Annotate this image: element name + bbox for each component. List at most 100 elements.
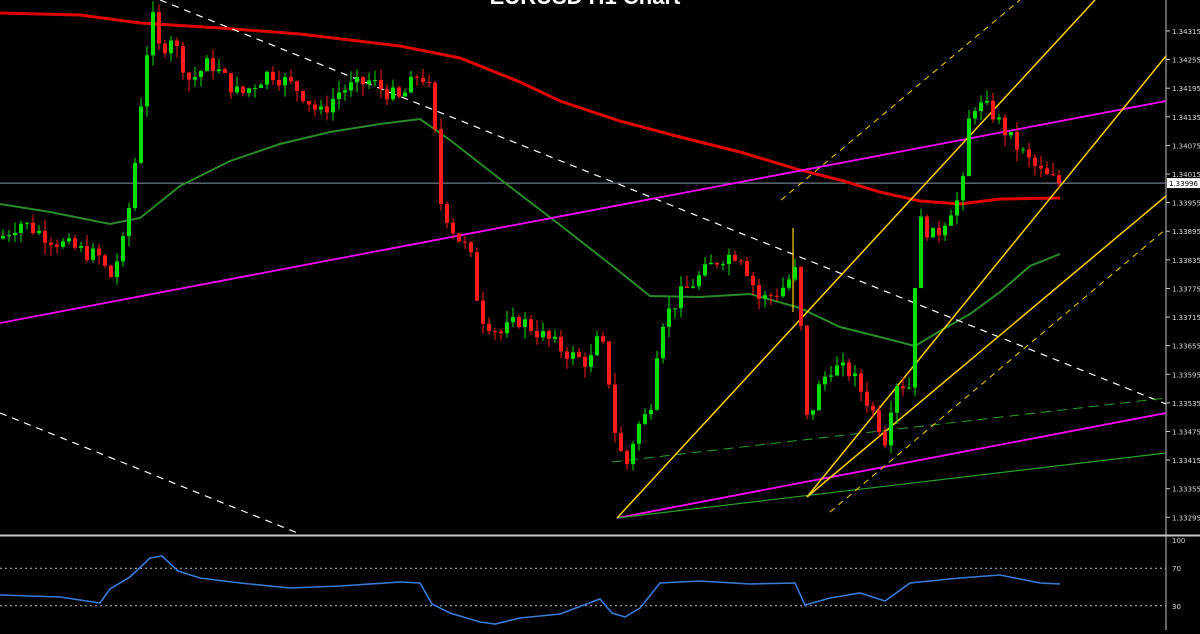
candle-body <box>817 384 821 411</box>
candle-body <box>727 254 731 265</box>
candle-body <box>253 87 257 89</box>
candle-body <box>535 331 539 338</box>
candle-body <box>49 242 53 245</box>
candle-body <box>823 376 827 385</box>
candle-body <box>235 86 239 93</box>
candle-body <box>1 236 5 239</box>
candle-body <box>343 90 347 93</box>
candle-body <box>109 265 113 278</box>
candle-body <box>787 279 791 288</box>
candle-body <box>595 336 599 356</box>
candle-body <box>1003 117 1007 136</box>
candle-body <box>391 87 395 100</box>
candle-body <box>97 248 101 256</box>
candle-body <box>523 319 527 328</box>
candle-body <box>397 87 401 97</box>
candle-body <box>283 77 287 86</box>
candle-body <box>127 207 131 237</box>
candle-body <box>481 300 485 324</box>
candle-body <box>163 43 167 54</box>
candle-body <box>853 373 857 377</box>
candle-body <box>139 106 143 163</box>
candle-body <box>451 222 455 234</box>
candle-body <box>19 223 23 233</box>
candle-body <box>517 317 521 328</box>
fan-line-upper <box>0 100 1167 324</box>
candle-body <box>913 288 917 388</box>
candle-body <box>415 76 419 78</box>
price-tick-label: 1.34015 <box>1172 171 1200 179</box>
candle-body <box>349 82 353 91</box>
candle-body <box>601 336 605 342</box>
candle-body <box>649 409 653 415</box>
candle-body <box>355 77 359 83</box>
candle-body <box>757 285 761 299</box>
candle-body <box>259 84 263 88</box>
candle-body <box>421 77 425 82</box>
candle-body <box>373 80 377 82</box>
candle-body <box>559 336 563 352</box>
candle-body <box>301 91 305 102</box>
candle-body <box>931 227 935 238</box>
price-tick-label: 1.33595 <box>1172 371 1200 379</box>
candle-body <box>13 232 17 236</box>
candle-body <box>1015 131 1019 150</box>
candle-body <box>553 336 557 339</box>
candle-body <box>751 275 755 286</box>
candle-body <box>43 230 47 243</box>
candle-body <box>583 357 587 367</box>
candle-body <box>571 352 575 359</box>
fast-moving-average <box>0 117 1061 348</box>
candle-body <box>499 331 503 334</box>
candle-body <box>607 341 611 385</box>
candle-body <box>979 102 983 112</box>
candle-body <box>205 58 209 72</box>
candle-body <box>721 264 725 266</box>
candle-body <box>511 317 515 323</box>
slow-moving-average <box>0 11 1061 206</box>
candle-body <box>811 410 815 415</box>
candle-body <box>859 373 863 392</box>
candle-body <box>169 40 173 54</box>
candle-body <box>73 238 77 248</box>
rsi-scale-label: 30 <box>1172 603 1181 611</box>
candle-body <box>637 423 641 444</box>
candle-body <box>769 295 773 297</box>
channel-outer-upper <box>780 0 1021 201</box>
candle-body <box>463 241 467 243</box>
candle-body <box>505 322 509 334</box>
candle-body <box>427 81 431 83</box>
price-tick-label: 1.33355 <box>1172 486 1200 494</box>
candle-body <box>367 80 371 85</box>
candle-body <box>691 286 695 288</box>
candle-body <box>703 264 707 276</box>
candle-body <box>907 387 911 389</box>
price-tick-label: 1.33655 <box>1172 343 1200 351</box>
candle-body <box>103 255 107 266</box>
candle-body <box>91 248 95 260</box>
candle-body <box>997 117 1001 120</box>
candle-body <box>679 286 683 309</box>
candle-body <box>1033 157 1037 166</box>
candle-body <box>619 432 623 452</box>
candle-body <box>187 72 191 80</box>
candle-body <box>433 82 437 130</box>
candle-body <box>835 365 839 376</box>
candle-body <box>31 222 35 234</box>
candle-body <box>547 331 551 339</box>
candle-body <box>829 375 833 377</box>
candle-body <box>1045 168 1049 175</box>
candle-body <box>37 230 41 234</box>
price-tick-label: 1.33535 <box>1172 400 1200 408</box>
candle-body <box>715 263 719 265</box>
candle-body <box>79 246 83 248</box>
candle-body <box>7 235 11 237</box>
candle-body <box>883 432 887 446</box>
candle-body <box>781 287 785 297</box>
channel-line-mid <box>806 55 1167 498</box>
candle-body <box>709 263 713 265</box>
price-tick-label: 1.33895 <box>1172 228 1200 236</box>
candle-body <box>307 101 311 105</box>
candle-body <box>67 238 71 242</box>
